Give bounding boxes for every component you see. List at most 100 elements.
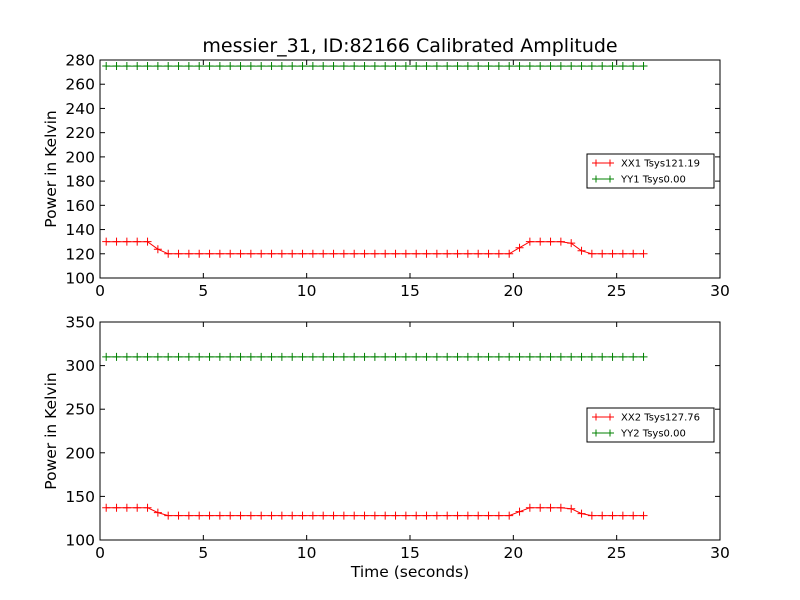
y-tick-label: 200	[65, 148, 95, 166]
chart-title: messier_31, ID:82166 Calibrated Amplitud…	[202, 35, 617, 57]
data-point	[184, 352, 193, 361]
y-axis-label: Power in Kelvin	[42, 110, 60, 227]
data-point	[525, 503, 534, 512]
legend-marker	[606, 413, 614, 421]
legend-label: XX2 Tsys127.76	[621, 413, 700, 424]
data-point	[546, 352, 555, 361]
data-point	[360, 511, 369, 520]
data-point	[422, 352, 431, 361]
data-point	[556, 352, 565, 361]
data-point	[350, 511, 359, 520]
legend-box	[586, 407, 715, 443]
data-point	[174, 511, 183, 520]
data-point	[505, 511, 514, 520]
data-point	[618, 249, 627, 258]
data-point	[412, 62, 421, 71]
data-point	[422, 249, 431, 258]
data-point	[639, 352, 648, 361]
data-point	[153, 245, 162, 254]
data-point	[598, 62, 607, 71]
x-tick-label: 5	[198, 544, 208, 562]
data-point	[246, 249, 255, 258]
data-point	[515, 243, 524, 252]
data-point	[525, 237, 534, 246]
legend-label: YY2 Tsys0.00	[620, 429, 686, 440]
y-tick-label: 120	[65, 245, 95, 263]
data-point	[195, 249, 204, 258]
data-point	[143, 237, 152, 246]
data-point	[474, 511, 483, 520]
data-point	[401, 62, 410, 71]
data-point	[629, 62, 638, 71]
legend-entry: XX1 Tsys121.19	[592, 159, 700, 170]
data-point	[164, 511, 173, 520]
data-point	[463, 249, 472, 258]
data-point	[412, 352, 421, 361]
data-point	[556, 237, 565, 246]
x-tick-label: 20	[503, 282, 523, 300]
data-point	[298, 249, 307, 258]
data-point	[567, 504, 576, 513]
y-tick-label: 250	[65, 401, 95, 419]
data-point	[556, 503, 565, 512]
data-point	[277, 62, 286, 71]
data-point	[236, 249, 245, 258]
data-point	[257, 511, 266, 520]
data-point	[401, 352, 410, 361]
plot-area	[102, 352, 648, 520]
data-point	[205, 249, 214, 258]
data-point	[153, 62, 162, 71]
data-point	[174, 352, 183, 361]
data-point	[174, 249, 183, 258]
data-point	[618, 511, 627, 520]
data-point	[536, 352, 545, 361]
data-point	[102, 237, 111, 246]
x-tick-label: 0	[95, 282, 105, 300]
data-point	[226, 352, 235, 361]
data-point	[360, 62, 369, 71]
data-point	[422, 511, 431, 520]
data-point	[453, 62, 462, 71]
data-point	[319, 62, 328, 71]
x-tick-label: 10	[297, 544, 317, 562]
data-point	[587, 352, 596, 361]
data-point	[339, 249, 348, 258]
data-point	[484, 511, 493, 520]
data-point	[298, 352, 307, 361]
y-tick-label: 180	[65, 173, 95, 191]
data-point	[205, 352, 214, 361]
data-point	[639, 511, 648, 520]
data-point	[381, 249, 390, 258]
data-point	[350, 249, 359, 258]
data-point	[391, 511, 400, 520]
data-point	[463, 62, 472, 71]
legend-entry: XX2 Tsys127.76	[592, 413, 700, 424]
data-point	[598, 352, 607, 361]
data-point	[432, 352, 441, 361]
data-point	[195, 62, 204, 71]
data-point	[164, 352, 173, 361]
data-point	[319, 352, 328, 361]
data-point	[629, 352, 638, 361]
data-point	[587, 511, 596, 520]
x-tick-label: 25	[607, 282, 627, 300]
data-point	[370, 62, 379, 71]
data-point	[298, 511, 307, 520]
data-point	[308, 352, 317, 361]
data-point	[608, 62, 617, 71]
data-point	[112, 237, 121, 246]
data-point	[277, 511, 286, 520]
data-point	[370, 352, 379, 361]
y-axis-label: Power in Kelvin	[42, 372, 60, 489]
y-tick-label: 220	[65, 124, 95, 142]
chart-panel-1: messier_31, ID:82166 Calibrated Amplitud…	[42, 35, 730, 300]
data-point	[133, 237, 142, 246]
legend-entry: YY1 Tsys0.00	[592, 175, 686, 186]
data-point	[474, 62, 483, 71]
x-tick-label: 5	[198, 282, 208, 300]
data-point	[515, 507, 524, 516]
data-point	[215, 511, 224, 520]
data-point	[432, 249, 441, 258]
y-tick-label: 150	[65, 488, 95, 506]
